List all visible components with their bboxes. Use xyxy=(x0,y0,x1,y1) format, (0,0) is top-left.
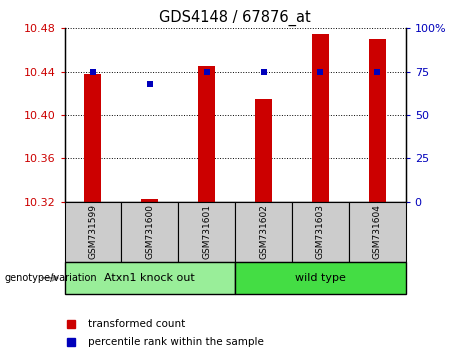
Text: GSM731604: GSM731604 xyxy=(373,204,382,259)
Text: transformed count: transformed count xyxy=(89,319,186,329)
Bar xyxy=(198,66,215,202)
Bar xyxy=(178,202,235,262)
Bar xyxy=(235,262,406,294)
Text: wild type: wild type xyxy=(295,273,346,283)
Title: GDS4148 / 67876_at: GDS4148 / 67876_at xyxy=(159,9,311,25)
Text: Atxn1 knock out: Atxn1 knock out xyxy=(105,273,195,283)
Text: genotype/variation: genotype/variation xyxy=(5,273,97,283)
Bar xyxy=(235,202,292,262)
Bar xyxy=(292,202,349,262)
Bar xyxy=(312,34,329,202)
Text: GSM731603: GSM731603 xyxy=(316,204,325,259)
Text: percentile rank within the sample: percentile rank within the sample xyxy=(89,337,264,348)
Text: GSM731599: GSM731599 xyxy=(89,204,97,259)
Text: GSM731600: GSM731600 xyxy=(145,204,154,259)
Bar xyxy=(369,39,386,202)
Bar xyxy=(84,74,101,202)
Text: GSM731602: GSM731602 xyxy=(259,204,268,259)
Bar xyxy=(121,202,178,262)
Bar xyxy=(65,262,235,294)
Text: GSM731601: GSM731601 xyxy=(202,204,211,259)
Bar xyxy=(349,202,406,262)
Bar xyxy=(255,99,272,202)
Bar xyxy=(142,199,159,202)
Bar xyxy=(65,202,121,262)
